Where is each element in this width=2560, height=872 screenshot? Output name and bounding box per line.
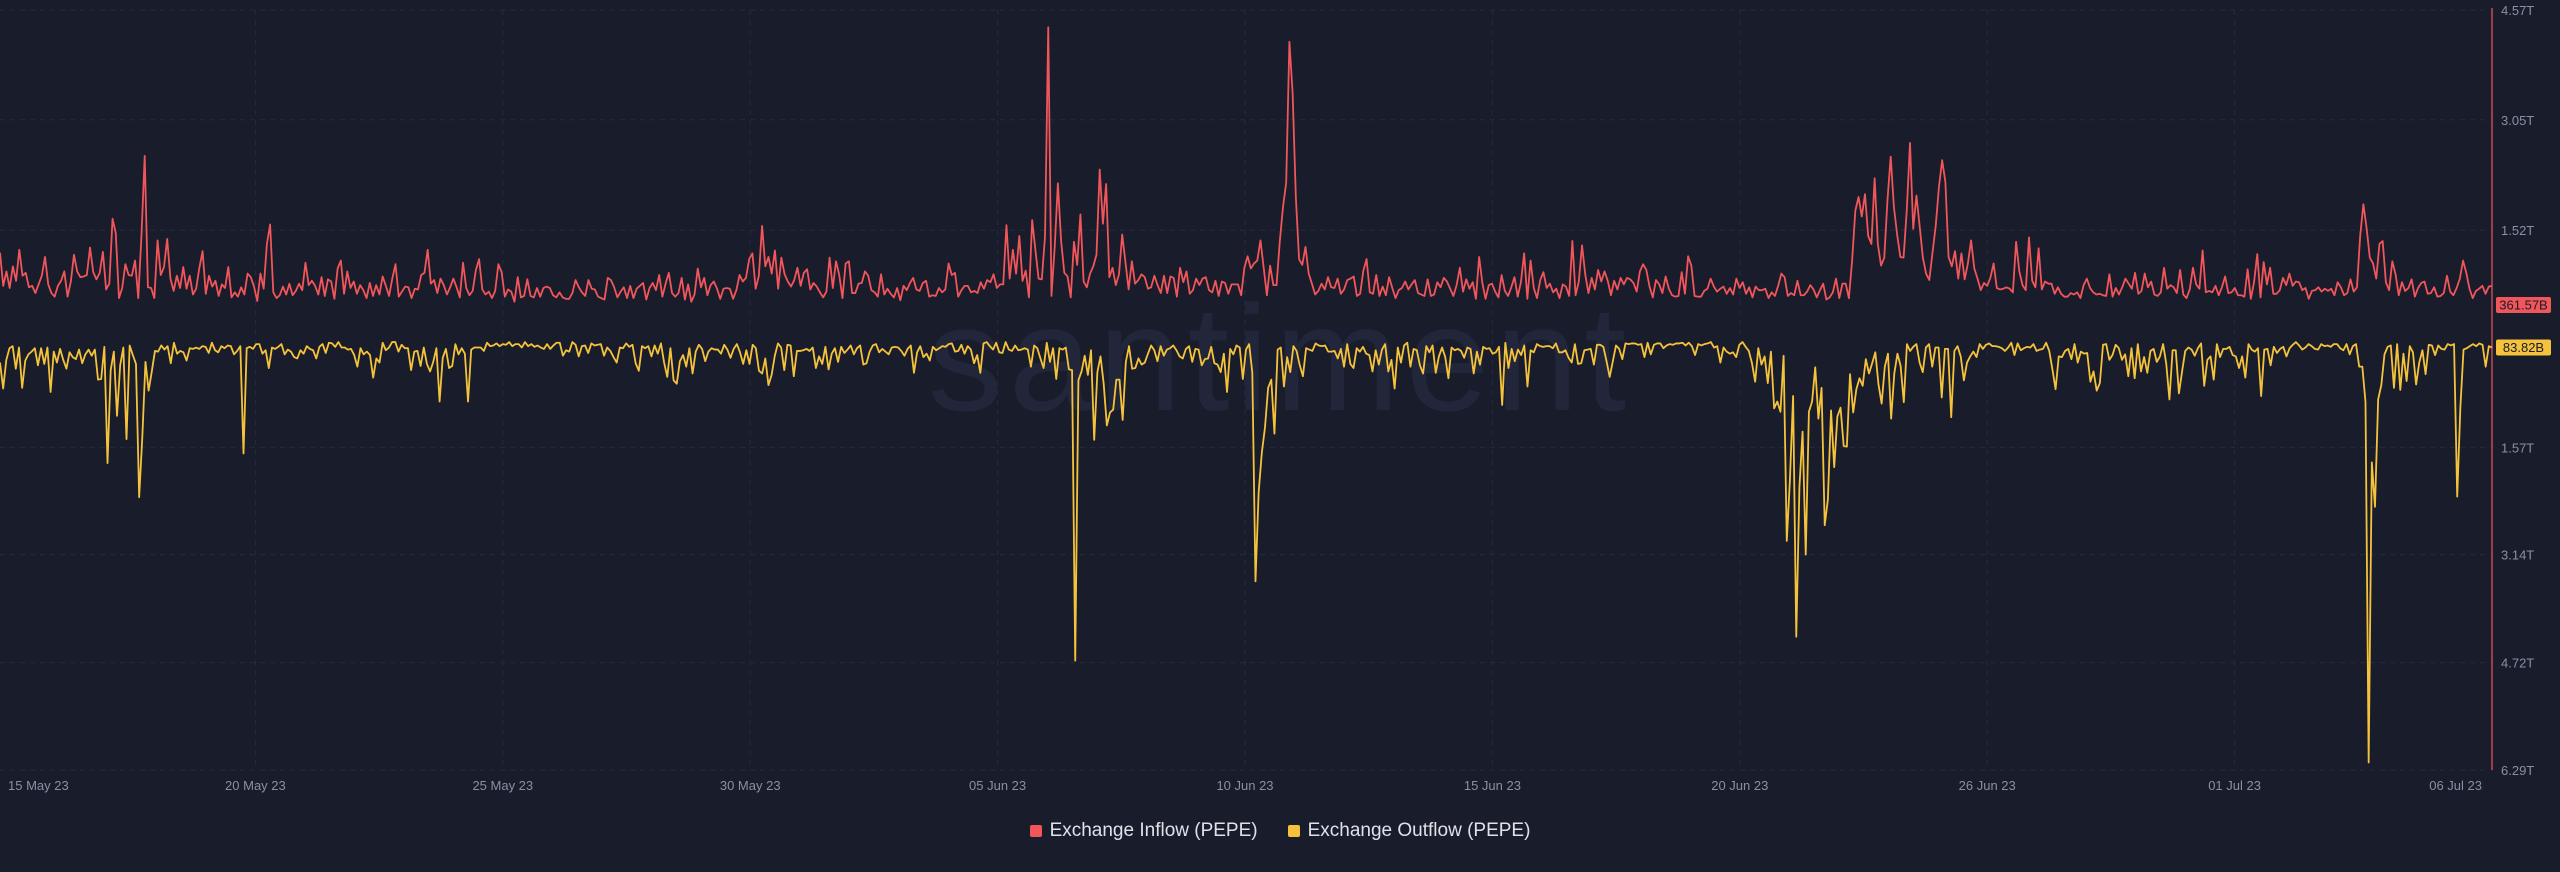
- badge-outflow-value: 83.82B: [2503, 340, 2544, 355]
- series-group: [0, 26, 2493, 764]
- value-badges: 361.57B 83.82B: [2496, 297, 2551, 356]
- series-line-inflow: [0, 26, 2493, 303]
- watermark: santiment: [928, 274, 1632, 442]
- axis: 15 May 23 20 May 23 25 May 23 30 May 23 05 J…: [8, 3, 2534, 793]
- x-tick-label: 20 Jun 23: [1711, 778, 1768, 793]
- y-tick-label-upper: 3.05T: [2501, 113, 2534, 128]
- x-tick-label: 05 Jun 23: [969, 778, 1026, 793]
- badge-outflow-value-bg: [2496, 339, 2551, 356]
- x-tick-label: 15 May 23: [8, 778, 69, 793]
- x-tick-label: 06 Jul 23: [2429, 778, 2482, 793]
- y-tick-label-upper: 4.57T: [2501, 3, 2534, 18]
- grid: [0, 9, 2492, 771]
- legend-label-inflow: Exchange Inflow (PEPE): [1049, 820, 1258, 841]
- legend-item-inflow[interactable]: Exchange Inflow (PEPE): [1029, 820, 1258, 842]
- y-tick-label-lower: 3.14T: [2501, 548, 2534, 563]
- x-tick-label: 15 Jun 23: [1464, 778, 1521, 793]
- x-tick-label: 30 May 23: [720, 778, 781, 793]
- y-tick-label-upper: 1.52T: [2501, 223, 2534, 238]
- badge-inflow-value-bg: [2496, 297, 2551, 313]
- legend-item-outflow[interactable]: Exchange Outflow (PEPE): [1287, 820, 1531, 842]
- x-tick-label: 25 May 23: [472, 778, 533, 793]
- outflow-swatch-icon: [1287, 825, 1300, 837]
- y-tick-label-lower: 6.29T: [2501, 763, 2534, 778]
- x-tick-label: 20 May 23: [225, 778, 286, 793]
- x-tick-label: 26 Jun 23: [1959, 778, 2016, 793]
- y-tick-label-lower: 4.72T: [2501, 656, 2534, 671]
- legend-label-outflow: Exchange Outflow (PEPE): [1307, 820, 1531, 841]
- y-tick-label-lower: 1.57T: [2501, 440, 2534, 455]
- inflow-swatch-icon: [1029, 825, 1042, 837]
- x-tick-label: 01 Jul 23: [2208, 778, 2261, 793]
- series-line-outflow: [0, 341, 2493, 764]
- legend: Exchange Inflow (PEPE) Exchange Outflow …: [0, 820, 2560, 842]
- badge-inflow-value: 361.57B: [2499, 298, 2547, 313]
- x-tick-label: 10 Jun 23: [1216, 778, 1273, 793]
